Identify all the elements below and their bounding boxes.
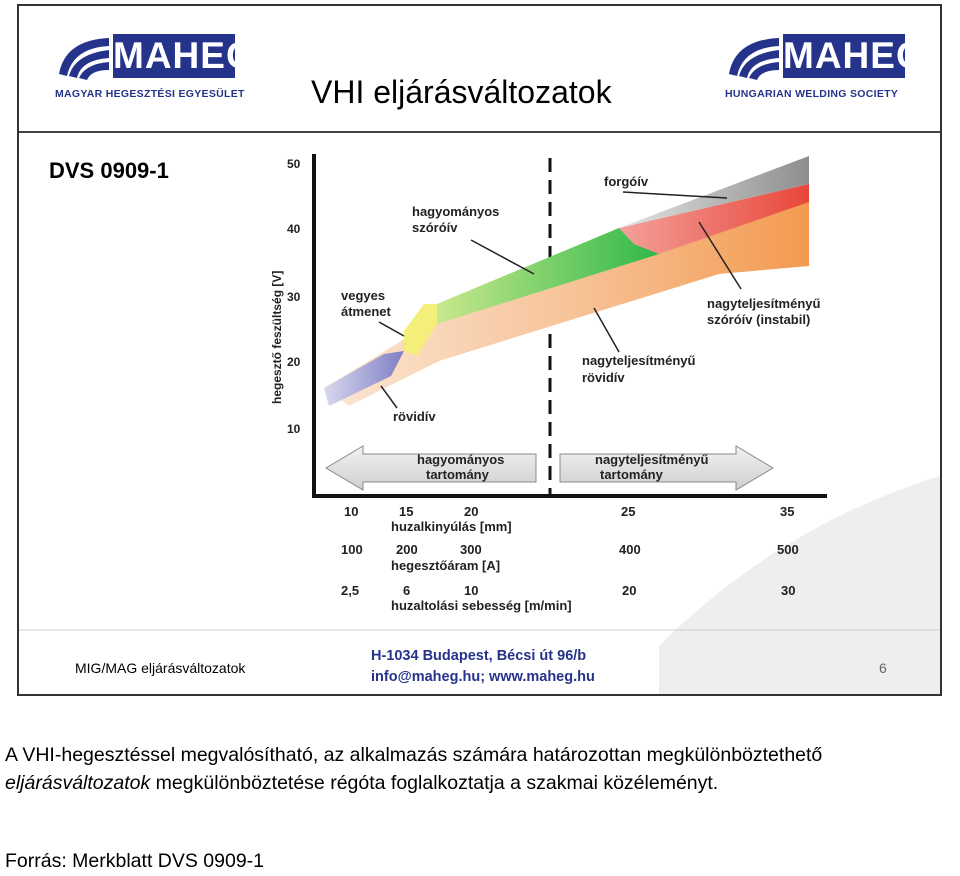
footer-address: H-1034 Budapest, Bécsi út 96/b info@mahe… xyxy=(371,646,595,688)
scale-tick: 2,5 xyxy=(341,583,359,598)
y-tick: 10 xyxy=(287,422,301,436)
leader-line xyxy=(593,307,620,353)
logo-subtitle: MAGYAR HEGESZTÉSI EGYESÜLET xyxy=(55,88,245,100)
scale-name: huzaltolási sebesség [m/min] xyxy=(391,598,572,613)
mixed-arc-band xyxy=(404,304,437,356)
arrow-label: nagyteljesítményű xyxy=(595,452,708,467)
source-note: Forrás: Merkblatt DVS 0909-1 xyxy=(5,850,265,872)
label-spray-arc: szóróív xyxy=(412,220,458,235)
label-high-spray-arc: nagyteljesítményű xyxy=(707,296,820,311)
caption-line: A VHI-hegesztéssel megvalósítható, az al… xyxy=(5,744,823,766)
standard-label: DVS 0909-1 xyxy=(49,158,169,183)
process-variant-diagram: hegesztő feszültség [V] 50 40 30 20 10 h… xyxy=(19,154,940,694)
caption-line: eljárásváltozatok megkülönböztetése régó… xyxy=(5,769,822,797)
caption-text: megkülönböztetése régóta foglalkoztatja … xyxy=(150,772,719,794)
label-high-short-arc: rövidív xyxy=(582,370,625,385)
label-mixed: vegyes xyxy=(341,288,385,303)
scale-tick: 10 xyxy=(344,504,358,519)
page-number: 6 xyxy=(879,660,887,676)
caption: A VHI-hegesztéssel megvalósítható, az al… xyxy=(5,741,822,797)
conventional-range-arrow xyxy=(325,445,537,491)
logo-wordmark: MAHEG xyxy=(783,34,926,78)
scale-tick: 300 xyxy=(460,542,482,557)
y-tick: 20 xyxy=(287,355,301,369)
arrow-label: hagyományos xyxy=(417,452,504,467)
label-mixed: átmenet xyxy=(341,304,392,319)
swoosh-icon xyxy=(729,38,779,80)
header-divider xyxy=(19,131,940,133)
arrow-label: tartomány xyxy=(426,467,490,482)
scale-tick: 20 xyxy=(464,504,478,519)
logo-subtitle: HUNGARIAN WELDING SOCIETY xyxy=(725,88,899,100)
slide-frame: MAHEG MAGYAR HEGESZTÉSI EGYESÜLET VHI el… xyxy=(17,4,942,696)
scale-tick: 25 xyxy=(621,504,635,519)
scale-tick: 500 xyxy=(777,542,799,557)
scale-tick: 35 xyxy=(780,504,794,519)
maheg-logo-right: MAHEG HUNGARIAN WELDING SOCIETY xyxy=(725,30,926,102)
background-swoosh xyxy=(659,476,940,694)
rotating-arc-band xyxy=(619,184,809,254)
maheg-logo-left: MAHEG MAGYAR HEGESZTÉSI EGYESÜLET xyxy=(55,30,256,102)
caption-emphasis: eljárásváltozatok xyxy=(5,772,151,794)
y-axis-label: hegesztő feszültség [V] xyxy=(270,271,284,404)
scale-name: huzalkinyúlás [mm] xyxy=(391,519,512,534)
high-performance-range-arrow xyxy=(559,445,774,491)
label-short-arc: rövidív xyxy=(393,409,436,424)
arrow-label: tartomány xyxy=(600,467,664,482)
short-arc-band xyxy=(324,351,404,406)
footer-label: MIG/MAG eljárásváltozatok xyxy=(75,660,246,676)
spray-arc-band xyxy=(437,228,659,324)
leader-line xyxy=(378,321,405,337)
scale-tick: 200 xyxy=(396,542,418,557)
logo-wordmark: MAHEG xyxy=(113,34,256,78)
scale-tick: 10 xyxy=(464,583,478,598)
scale-tick: 20 xyxy=(622,583,636,598)
swoosh-icon xyxy=(59,38,109,80)
slide-title: VHI eljárásváltozatok xyxy=(311,74,612,110)
label-rotating-arc: forgóív xyxy=(604,174,649,189)
label-spray-arc: hagyományos xyxy=(412,204,499,219)
scale-tick: 100 xyxy=(341,542,363,557)
scale-name: hegesztőáram [A] xyxy=(391,558,500,573)
address-line: H-1034 Budapest, Bécsi út 96/b xyxy=(371,648,587,664)
y-tick: 50 xyxy=(287,157,301,171)
y-tick: 30 xyxy=(287,290,301,304)
scale-tick: 30 xyxy=(781,583,795,598)
scale-tick: 6 xyxy=(403,583,410,598)
high-spray-arc-band xyxy=(619,156,809,228)
leader-line xyxy=(380,385,398,409)
scale-tick: 400 xyxy=(619,542,641,557)
y-tick: 40 xyxy=(287,222,301,236)
leader-line xyxy=(470,239,535,275)
leader-line xyxy=(698,221,742,290)
label-high-short-arc: nagyteljesítményű xyxy=(582,353,695,368)
leader-line xyxy=(622,191,728,199)
label-high-spray-arc: szóróív (instabil) xyxy=(707,312,810,327)
contact-line: info@maheg.hu; www.maheg.hu xyxy=(371,669,595,685)
scale-tick: 15 xyxy=(399,504,413,519)
